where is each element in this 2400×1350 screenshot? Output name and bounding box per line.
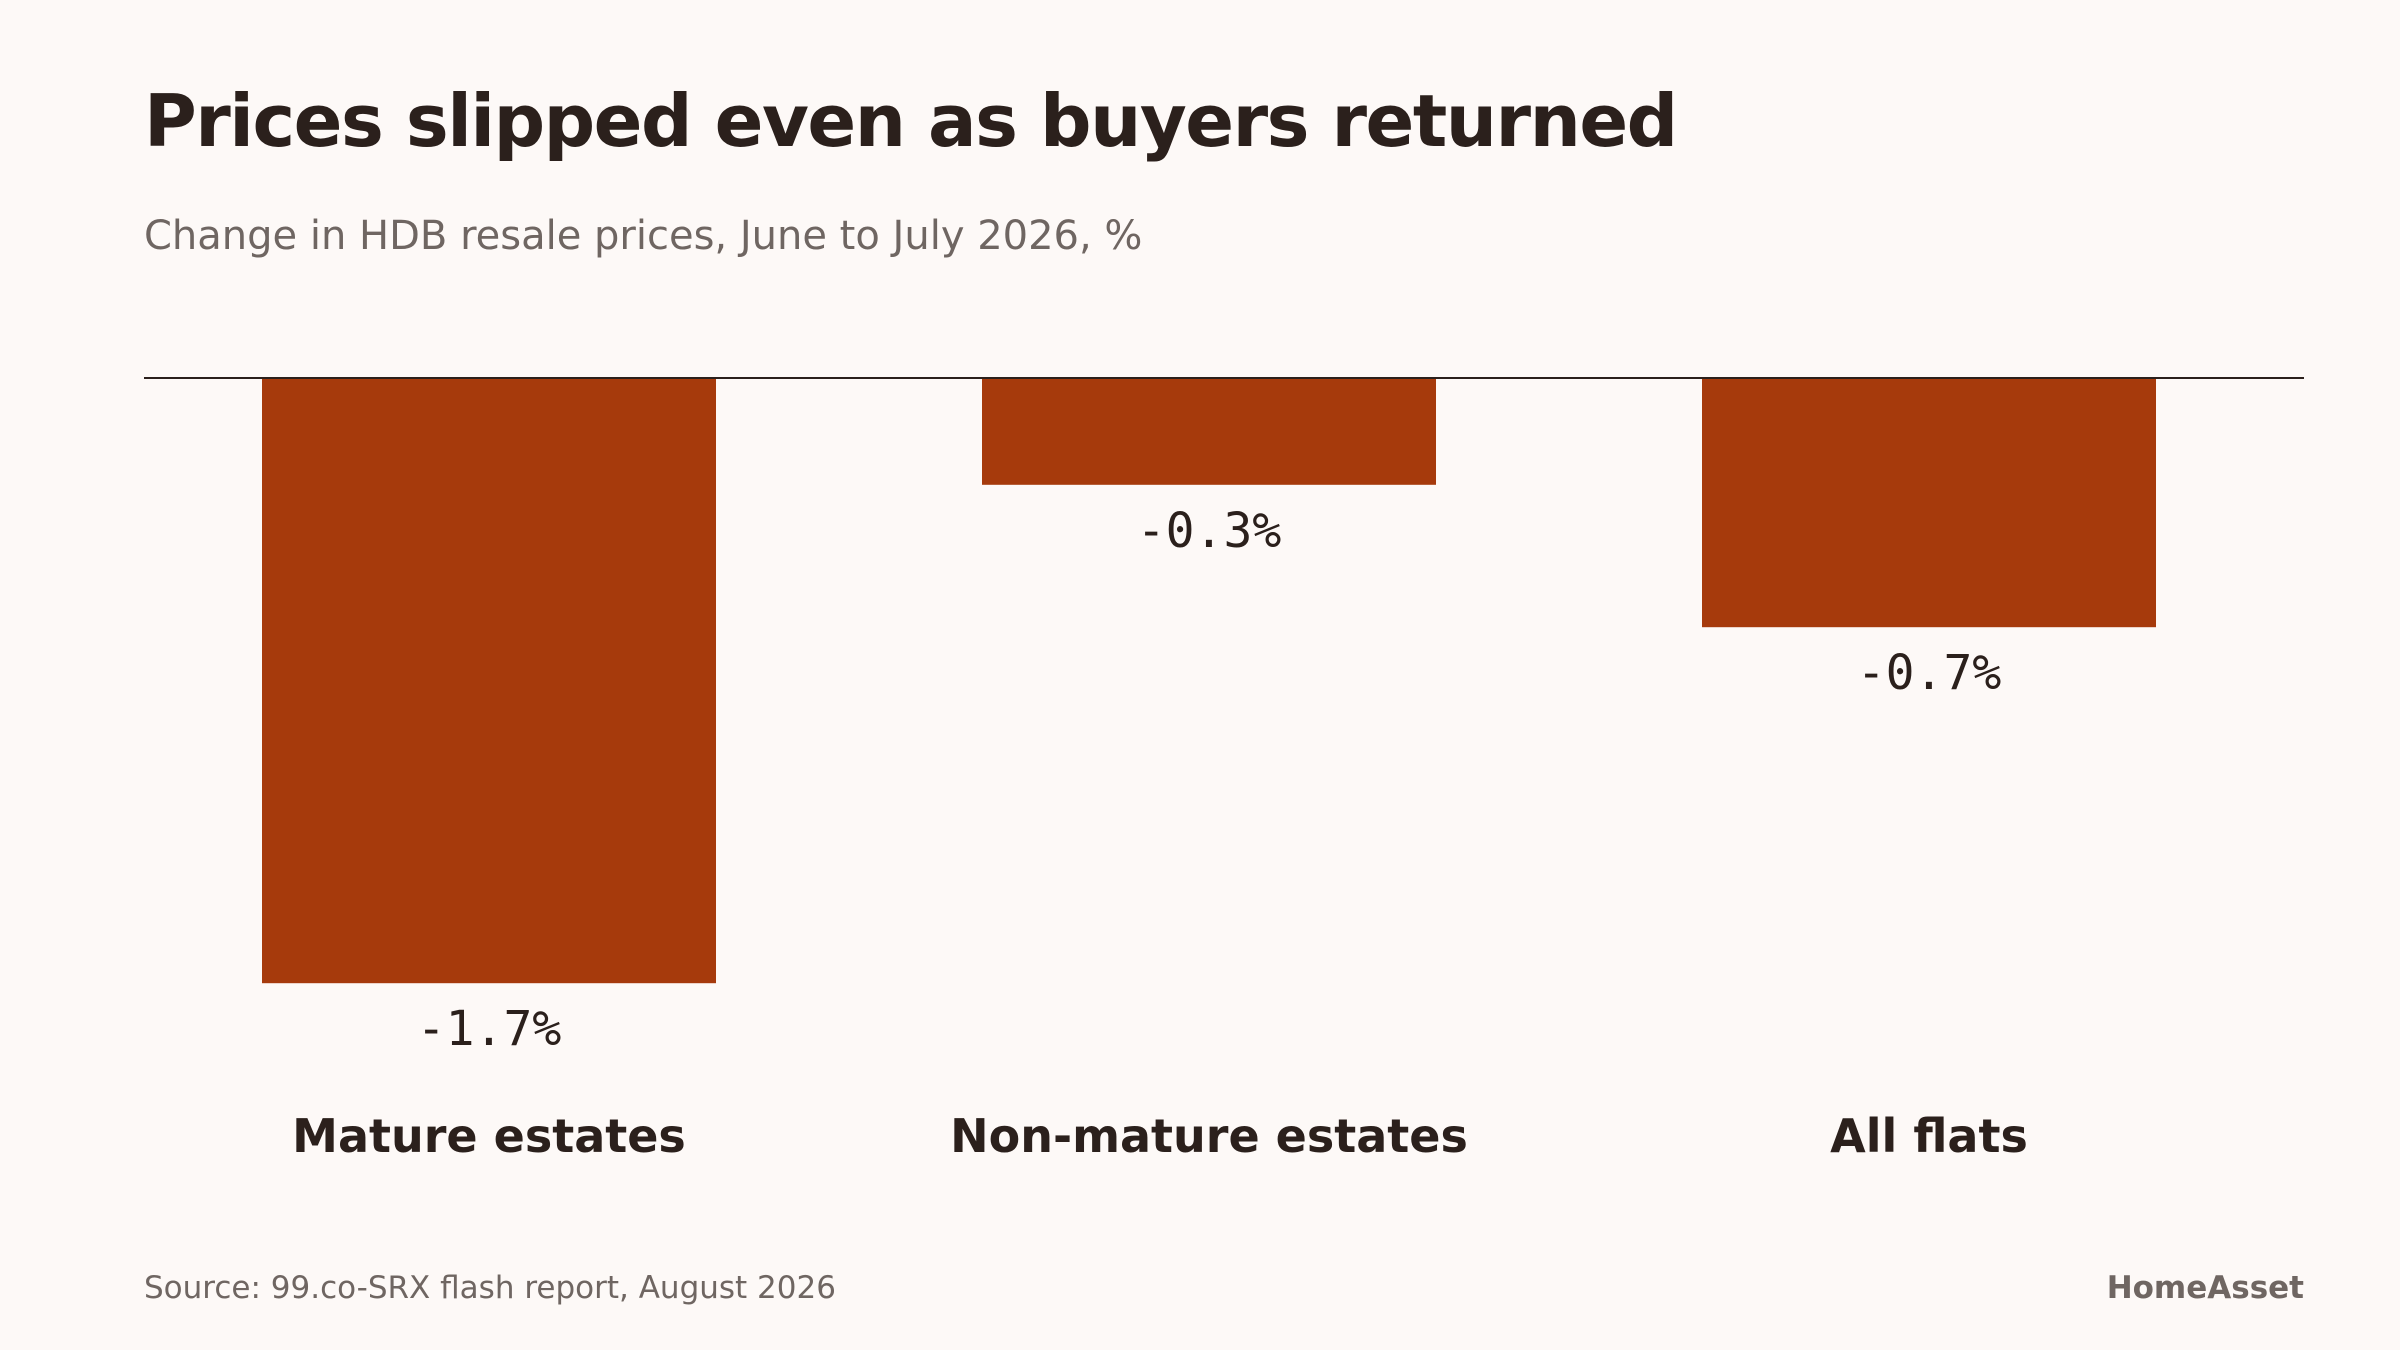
bar-all-flats [1702, 378, 2156, 628]
bars-group [262, 378, 2156, 984]
brand-logo-text: HomeAsset [2106, 1270, 2304, 1306]
value-labels-group: -1.7% -0.3% -0.7% [417, 503, 2002, 1057]
category-label: Non-mature estates [950, 1109, 1468, 1163]
chart-title: Prices slipped even as buyers returned [144, 79, 1678, 163]
chart-subtitle: Change in HDB resale prices, June to Jul… [144, 213, 1143, 259]
value-label: -0.3% [1137, 503, 1282, 559]
value-label: -0.7% [1857, 645, 2002, 701]
category-labels-group: Mature estates Non-mature estates All flat… [292, 1109, 2028, 1163]
value-label: -1.7% [417, 1001, 562, 1057]
source-note: Source: 99.co-SRX flash report, August 2… [144, 1270, 836, 1306]
bar-non-mature-estates [982, 378, 1436, 485]
bar-mature-estates [262, 378, 716, 984]
category-label: All flats [1830, 1109, 2028, 1163]
category-label: Mature estates [292, 1109, 686, 1163]
